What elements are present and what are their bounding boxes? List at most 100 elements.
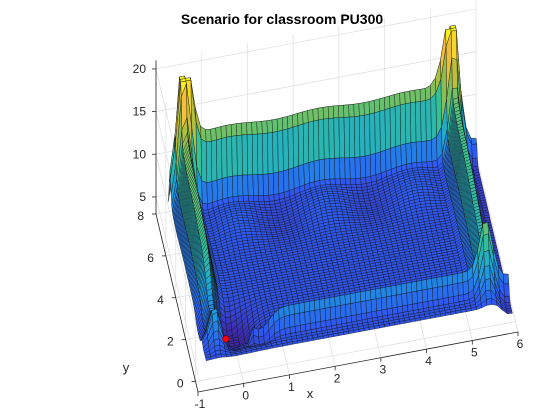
surface-face [267, 217, 274, 222]
surface-face [359, 201, 366, 205]
surface-face [289, 326, 296, 334]
surface-face [284, 314, 291, 329]
surface-face [298, 163, 305, 188]
surface-face [314, 309, 321, 323]
surface-face [222, 297, 230, 303]
surface-face [394, 92, 401, 107]
surface-face [378, 324, 386, 329]
surface-face [335, 317, 342, 326]
surface-plot [167, 24, 513, 361]
surface-face [503, 283, 510, 297]
surface-face [271, 118, 278, 133]
surface-face [400, 143, 407, 166]
y-axis-label: y [123, 360, 130, 375]
y-tick-label: 2 [167, 335, 174, 349]
surface-face [386, 307, 393, 316]
surface-face [446, 274, 453, 286]
surface-face [450, 310, 457, 315]
surface-face [237, 174, 244, 197]
surface-face [380, 286, 387, 299]
surface-face [421, 279, 428, 291]
surface-face [330, 318, 337, 327]
surface-face [452, 87, 459, 100]
surface-face [361, 312, 368, 321]
surface-face [399, 103, 407, 146]
surface-face [329, 203, 337, 207]
surface-face [504, 295, 511, 303]
surface-face [297, 111, 304, 126]
surface-face [283, 305, 290, 317]
surface-face [472, 157, 479, 168]
surface-face [329, 157, 336, 180]
surface-face [269, 225, 276, 229]
surface-face [268, 222, 275, 226]
surface-face [355, 177, 362, 185]
surface-face [263, 195, 270, 202]
surface-face [216, 178, 223, 202]
surface-face [428, 191, 435, 196]
x-tick-label: 4 [425, 354, 432, 368]
surface-face [486, 298, 493, 306]
surface-face [436, 276, 443, 288]
x-tick-label: 6 [517, 337, 524, 351]
surface-face [250, 228, 257, 232]
surface-face [328, 117, 335, 159]
surface-face [302, 110, 309, 125]
surface-face [375, 287, 382, 300]
surface-face [370, 298, 377, 313]
surface-face [355, 301, 362, 316]
marker-layer [222, 335, 230, 343]
surface-face [255, 231, 262, 235]
surface-face [293, 165, 300, 190]
chart-title: Scenario for classroom PU300 [181, 11, 384, 27]
surface-face [434, 200, 442, 204]
axes-box [152, 60, 519, 396]
surface-face [401, 292, 408, 307]
grid-line-z-side [155, 154, 199, 333]
surface-face [422, 189, 429, 193]
surface-face [336, 211, 344, 215]
surface-face [220, 285, 227, 289]
surface-face [330, 184, 337, 188]
surface-face [210, 127, 217, 142]
surface-face [221, 291, 228, 295]
surface-face [418, 171, 425, 175]
surface-face [380, 149, 387, 174]
surface-face [356, 210, 363, 214]
surface-face [394, 104, 402, 147]
surface-face [257, 133, 264, 175]
surface-face [354, 115, 361, 158]
surface-face [205, 128, 212, 143]
surface-face [335, 305, 342, 319]
surface-face [357, 212, 364, 216]
surface-face [353, 103, 360, 117]
surface-face [426, 139, 433, 163]
surface-face [221, 288, 228, 292]
surface-face [260, 229, 267, 233]
surface-face [404, 90, 411, 105]
surface-face [299, 324, 307, 332]
z-tick-label: 5 [139, 190, 146, 204]
surface-face [258, 201, 265, 205]
surface-face [329, 306, 337, 320]
surface-face [336, 208, 343, 213]
surface-face [272, 171, 280, 195]
surface-face [276, 117, 284, 132]
surface-face [484, 278, 492, 292]
surface-face [278, 170, 285, 194]
surface-face [375, 151, 382, 176]
surface-face [287, 126, 294, 170]
y-tick-label: 4 [157, 293, 164, 307]
surface-face [288, 304, 295, 316]
surface-face [378, 97, 386, 112]
surface-face [422, 191, 430, 196]
surface-face [396, 293, 403, 308]
surface-face [411, 281, 418, 293]
surface-face [339, 178, 347, 185]
surface-face [358, 198, 365, 202]
surface-face [331, 211, 338, 216]
surface-face [327, 105, 335, 119]
surface-face [360, 300, 367, 315]
surface-face [201, 180, 208, 205]
